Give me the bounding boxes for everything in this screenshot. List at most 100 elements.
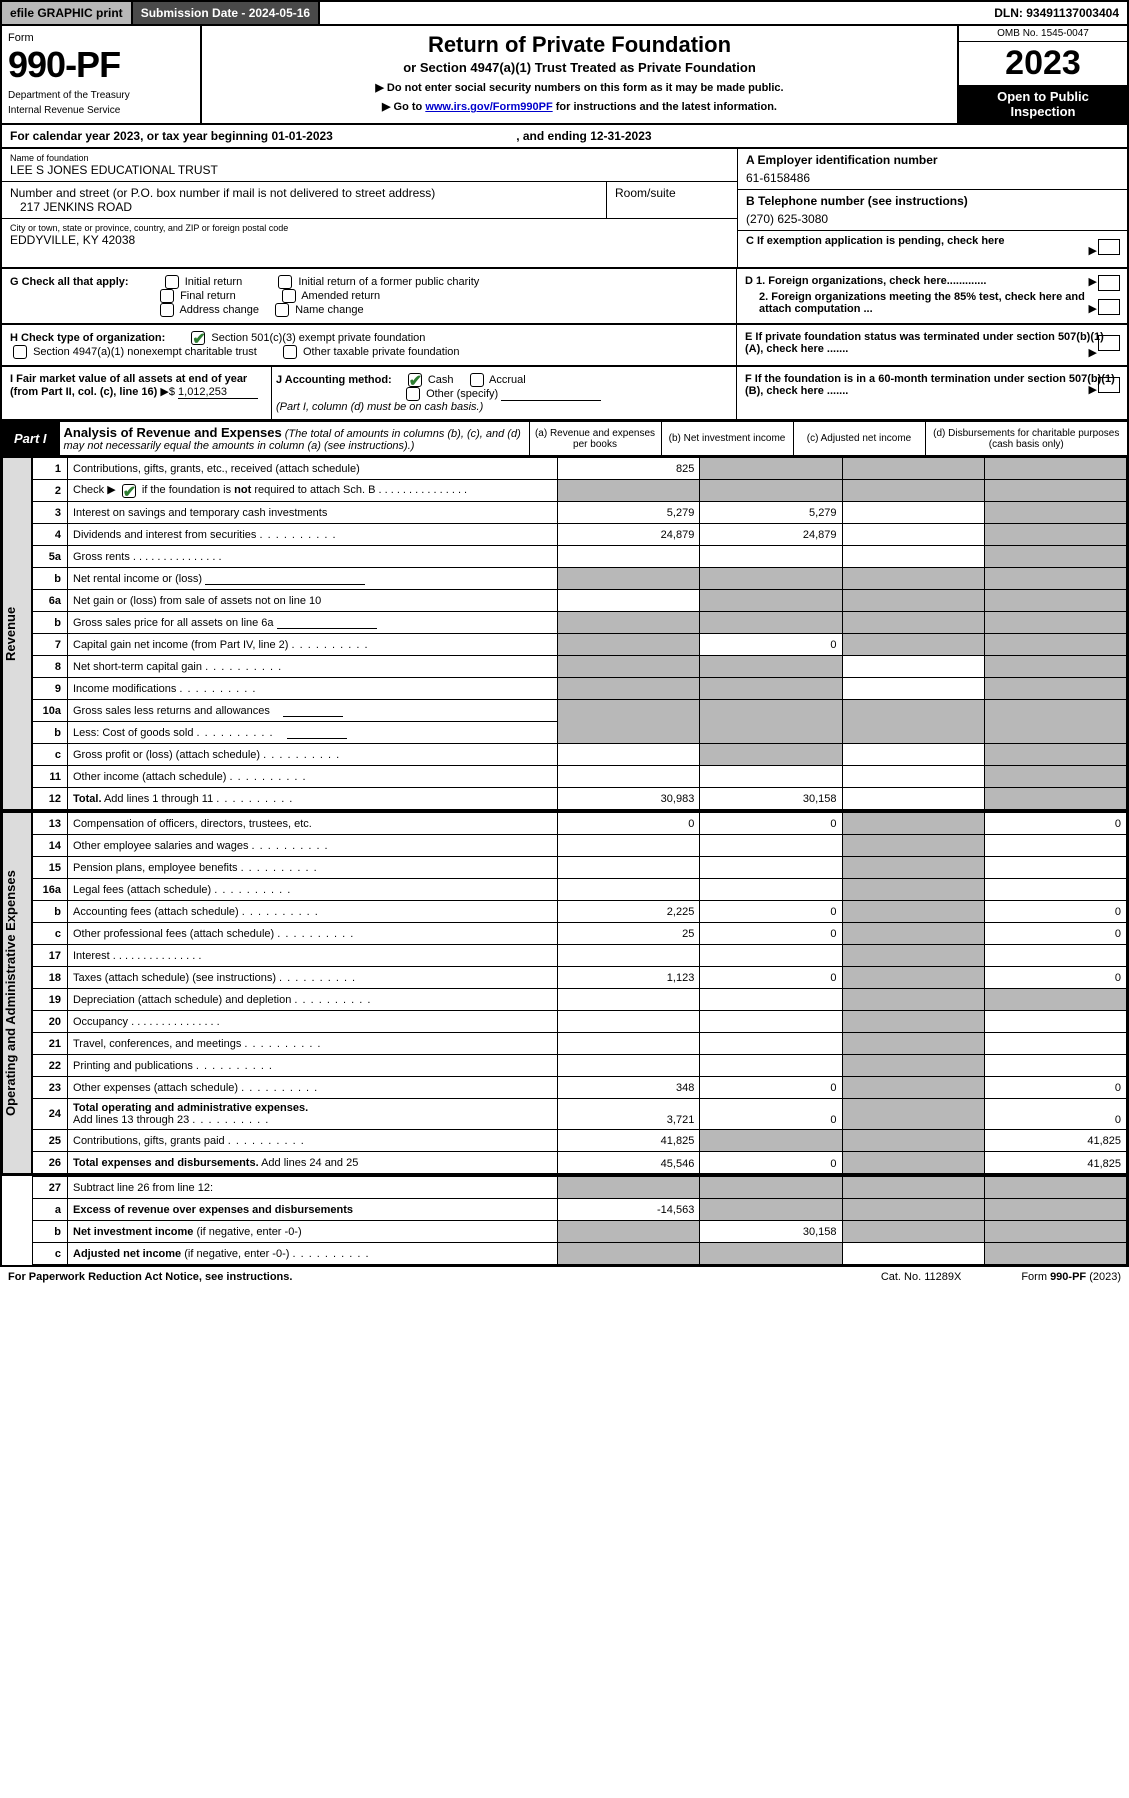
r16c-c [842,923,984,945]
form-header: Form 990-PF Department of the Treasury I… [0,26,1129,125]
j-cash[interactable] [408,373,422,387]
r17-d [984,945,1126,967]
r4-d: Dividends and interest from securities [73,529,256,541]
c-cell: C If exemption application is pending, c… [738,231,1127,261]
e-checkbox[interactable] [1098,335,1120,351]
r20-d: Occupancy [73,1016,128,1028]
r21-c [842,1033,984,1055]
g-final-return[interactable] [160,289,174,303]
r27b-a [558,1221,700,1243]
row-7: 7Capital gain net income (from Part IV, … [33,634,1127,656]
j-o1: Cash [428,374,454,386]
r13-num: 13 [33,813,68,835]
g-initial-return[interactable] [165,275,179,289]
irs-link[interactable]: www.irs.gov/Form990PF [425,101,552,113]
g-amended[interactable] [282,289,296,303]
r16a-c [842,879,984,901]
row-17: 17Interest [33,945,1127,967]
r8-desc: Net short-term capital gain [68,656,558,678]
street-address: 217 JENKINS ROAD [10,200,598,214]
r18-d: Taxes (attach schedule) (see instruction… [73,972,276,984]
h-block: H Check type of organization: Section 50… [2,325,737,365]
f-checkbox[interactable] [1098,377,1120,393]
form-number: 990-PF [8,44,194,86]
ijf-row: I Fair market value of all assets at end… [0,367,1129,421]
c-arrow: ▶ [1089,244,1097,257]
r18-num: 18 [33,967,68,989]
row-21: 21Travel, conferences, and meetings [33,1033,1127,1055]
e-lbl: E If private foundation status was termi… [745,331,1104,355]
j-accrual[interactable] [470,373,484,387]
r10c-d [984,744,1126,766]
r3-d [984,502,1126,524]
h-other-taxable[interactable] [283,345,297,359]
row-27a: aExcess of revenue over expenses and dis… [33,1199,1127,1221]
r27a-num: a [33,1199,68,1221]
g-address-change[interactable] [160,303,174,317]
cal-end: 12-31-2023 [590,129,651,143]
r27a-desc: Excess of revenue over expenses and disb… [68,1199,558,1221]
r7-a [558,634,700,656]
open-inspection: Open to Public Inspection [959,85,1127,123]
part1-title-cell: Analysis of Revenue and Expenses (The to… [59,422,529,457]
r12-a: 30,983 [558,788,700,810]
part1-header-table: Part I Analysis of Revenue and Expenses … [0,421,1129,457]
g-o1: Initial return [185,276,242,288]
r27c-desc: Adjusted net income (if negative, enter … [68,1243,558,1265]
tax-year: 2023 [959,42,1127,85]
efile-tag[interactable]: efile GRAPHIC print [2,2,133,24]
r13-a: 0 [558,813,700,835]
row-16a: 16aLegal fees (attach schedule) [33,879,1127,901]
expenses-table: 13Compensation of officers, directors, t… [32,812,1127,1174]
r10a-c [842,700,984,744]
r26-c [842,1152,984,1174]
r14-a [558,835,700,857]
c-checkbox[interactable] [1098,239,1120,255]
r3-b: 5,279 [700,502,842,524]
r8-num: 8 [33,656,68,678]
r9-desc: Income modifications [68,678,558,700]
r21-b [700,1033,842,1055]
r6b-a [558,612,700,634]
g-name-change[interactable] [275,303,289,317]
h-501c3[interactable] [191,331,205,345]
r16b-d: Accounting fees (attach schedule) [73,906,239,918]
r15-d [984,857,1126,879]
r13-c [842,813,984,835]
r11-d [984,766,1126,788]
h-4947[interactable] [13,345,27,359]
r10a-b [700,700,842,744]
row-18: 18 Taxes (attach schedule) (see instructi… [33,967,1127,989]
r5a-a [558,546,700,568]
r12-desc: Total. Add lines 1 through 11 [68,788,558,810]
r27c-c [842,1243,984,1265]
d1-checkbox[interactable] [1098,275,1120,291]
addr-lbl: Number and street (or P.O. box number if… [10,186,598,200]
j-other[interactable] [406,387,420,401]
r22-a [558,1055,700,1077]
revenue-table: 1Contributions, gifts, grants, etc., rec… [32,457,1127,810]
r25-desc: Contributions, gifts, grants paid [68,1130,558,1152]
r16b-num: b [33,901,68,923]
r16c-desc: Other professional fees (attach schedule… [68,923,558,945]
r9-a [558,678,700,700]
g-initial-former[interactable] [278,275,292,289]
r11-desc: Other income (attach schedule) [68,766,558,788]
d2-checkbox[interactable] [1098,299,1120,315]
r5b-c [842,568,984,590]
r15-d: Pension plans, employee benefits [73,862,238,874]
j-o3: Other (specify) [426,388,498,400]
r23-a: 348 [558,1077,700,1099]
r8-d: Net short-term capital gain [73,661,202,673]
r1-a: 825 [558,458,700,480]
r27-num: 27 [33,1177,68,1199]
form-label: Form [8,32,194,44]
r14-b [700,835,842,857]
r2-b [700,480,842,502]
fmv-value: 1,012,253 [178,386,258,399]
d-block: D 1. Foreign organizations, check here..… [737,269,1127,323]
schb-checkbox[interactable] [122,484,136,498]
phone-lbl: B Telephone number (see instructions) [746,194,968,208]
r7-num: 7 [33,634,68,656]
r20-b [700,1011,842,1033]
